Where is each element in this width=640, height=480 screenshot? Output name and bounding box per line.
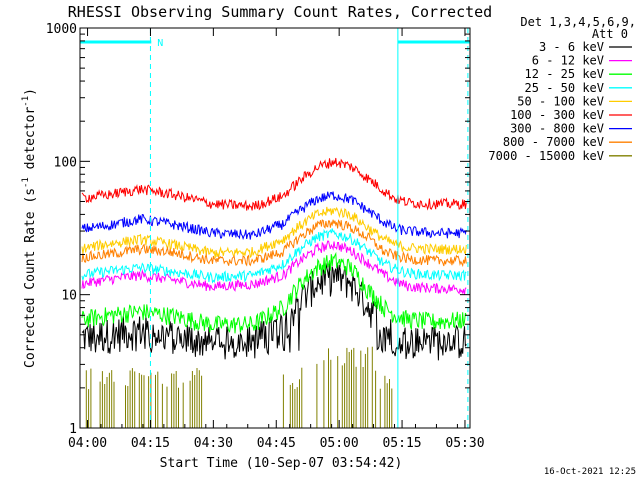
legend-label: 3 - 6 keV [539, 40, 604, 54]
y-axis-label-sup1: -1 [21, 177, 31, 188]
x-tick-label: 05:15 [382, 436, 421, 451]
y-axis-label-end: ) [23, 88, 38, 96]
series-line [81, 228, 467, 284]
x-tick-label: 04:15 [131, 436, 170, 451]
y-tick-label: 1000 [46, 22, 77, 37]
y-axis-label-main: Corrected Count Rate (s [23, 188, 38, 368]
footer-timestamp: 16-Oct-2021 12:25 [544, 467, 636, 477]
legend-label: 7000 - 15000 keV [488, 149, 604, 163]
series-line [81, 206, 467, 259]
series-layer [81, 157, 467, 428]
x-tick-label: 05:00 [320, 436, 359, 451]
x-tick-label: 04:30 [194, 436, 233, 451]
x-tick-label: 05:30 [445, 436, 484, 451]
y-axis-label-sup2: -1 [21, 96, 31, 107]
y-tick-label: 1 [69, 422, 77, 437]
series-line [81, 251, 467, 334]
y-tick-label: 100 [54, 155, 77, 170]
legend-label: 6 - 12 keV [532, 54, 604, 68]
y-axis-label: Corrected Count Rate (s-1 detector-1) [21, 88, 38, 368]
legend-label: 12 - 25 keV [525, 67, 604, 81]
x-tick-label: 04:00 [68, 436, 107, 451]
series-line [81, 240, 467, 295]
x-tick-label: 04:45 [257, 436, 296, 451]
series-line [81, 191, 467, 241]
legend-header-line2: Att 0 [592, 27, 628, 41]
series-line [81, 262, 467, 361]
series-line [81, 219, 467, 268]
x-axis-label: Start Time (10-Sep-07 03:54:42) [160, 456, 403, 471]
legend-label: 50 - 100 keV [517, 94, 604, 108]
legend-header-line1: Det 1,3,4,5,6,9, [520, 15, 636, 29]
legend-label: 100 - 300 keV [510, 108, 604, 122]
annotation-layer: N [79, 28, 470, 428]
plot-frame [79, 27, 471, 429]
axis-layer: 04:00 04:15 04:30 04:45 05:00 05:15 05:30 1 10 10… [46, 22, 485, 451]
legend-label: 25 - 50 keV [525, 81, 604, 95]
y-axis-label-mid: detector [23, 107, 38, 178]
legend-label: 800 - 7000 keV [503, 135, 604, 149]
legend-label: 300 - 800 keV [510, 122, 604, 136]
y-tick-label: 10 [61, 289, 77, 304]
series-line [81, 157, 467, 211]
chart-title: RHESSI Observing Summary Count Rates, Co… [68, 3, 492, 21]
flag-label-text: N [157, 38, 163, 49]
